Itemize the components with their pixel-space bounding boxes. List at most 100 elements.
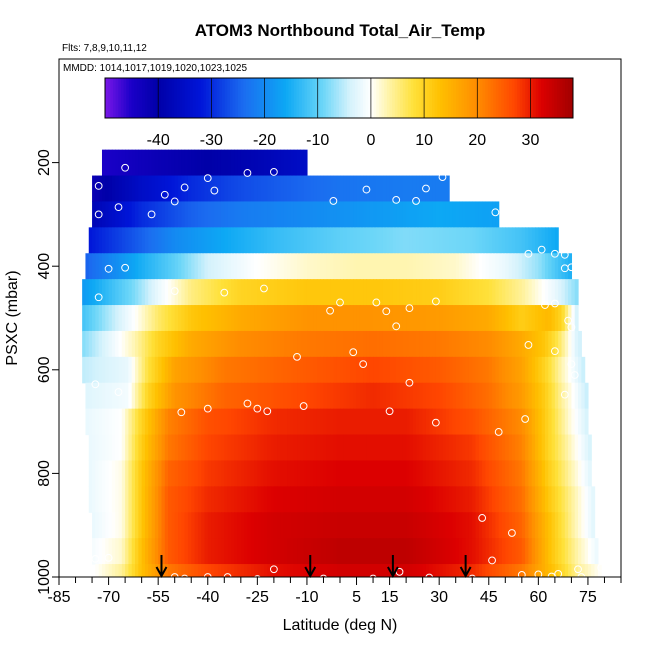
heatmap-cell xyxy=(108,538,113,565)
heatmap-cell xyxy=(267,382,272,410)
heatmap-cell xyxy=(300,253,305,280)
heatmap-cell xyxy=(551,538,556,565)
heatmap-cell xyxy=(445,356,450,384)
heatmap-cell xyxy=(300,330,305,358)
heatmap-cell xyxy=(478,279,483,306)
heatmap-cell xyxy=(492,538,496,565)
heatmap-cell xyxy=(531,408,536,436)
heatmap-cell xyxy=(144,460,149,487)
heatmap-cell xyxy=(237,538,242,565)
heatmap-cell xyxy=(128,512,133,539)
heatmap-cell xyxy=(382,564,387,577)
heatmap-cell xyxy=(125,279,130,306)
heatmap-cell xyxy=(396,382,401,410)
heatmap-cell xyxy=(85,279,90,306)
heatmap-cell xyxy=(263,175,268,203)
heatmap-cell xyxy=(250,279,255,306)
heatmap-cell xyxy=(168,512,172,539)
heatmap-cell xyxy=(468,512,473,539)
observation-point xyxy=(564,316,573,325)
heatmap-cell xyxy=(515,279,520,306)
heatmap-cell xyxy=(184,356,189,384)
heatmap-cell xyxy=(244,149,249,177)
heatmap-cell xyxy=(297,460,301,487)
heatmap-cell xyxy=(250,408,255,436)
heatmap-cell xyxy=(257,434,262,462)
heatmap-cell xyxy=(240,279,245,306)
colorbar-cell xyxy=(397,78,401,118)
colorbar-cell xyxy=(317,78,321,118)
heatmap-cell xyxy=(151,408,156,436)
heatmap-cell xyxy=(138,408,143,436)
heatmap-cell xyxy=(131,253,136,280)
heatmap-cell xyxy=(151,486,156,513)
heatmap-cell xyxy=(214,227,219,254)
heatmap-cell xyxy=(356,538,361,565)
colorbar-cell xyxy=(365,78,369,118)
heatmap-cell xyxy=(482,564,487,577)
heatmap-cell xyxy=(260,408,265,436)
heatmap-cell xyxy=(260,305,265,332)
heatmap-cell xyxy=(442,175,447,203)
heatmap-cell xyxy=(316,356,321,384)
heatmap-cell xyxy=(587,512,592,539)
heatmap-cell xyxy=(98,564,103,577)
heatmap-cell xyxy=(402,486,407,513)
colorbar-cell xyxy=(184,78,188,118)
heatmap-cell xyxy=(544,486,549,513)
heatmap-cell xyxy=(478,305,483,332)
heatmap-cell xyxy=(257,564,262,577)
heatmap-cell xyxy=(548,434,553,462)
heatmap-cell xyxy=(472,512,477,539)
heatmap-cell xyxy=(432,564,437,577)
heatmap-cell xyxy=(168,538,172,565)
colorbar-cell xyxy=(232,78,236,118)
heatmap-cell xyxy=(135,175,139,203)
heatmap-cell xyxy=(98,538,103,565)
heatmap-cell xyxy=(151,149,156,177)
heatmap-cell xyxy=(399,408,404,436)
colorbar-cell xyxy=(416,78,420,118)
heatmap-cell xyxy=(399,279,404,306)
heatmap-cell xyxy=(528,486,533,513)
heatmap-cell xyxy=(597,564,602,577)
colorbar-cell xyxy=(471,78,476,118)
heatmap-cell xyxy=(396,175,401,203)
heatmap-cell xyxy=(459,201,463,228)
heatmap-cell xyxy=(422,227,427,254)
colorbar-cell xyxy=(222,78,226,118)
heatmap-cell xyxy=(297,279,301,306)
heatmap-cell xyxy=(419,279,424,306)
heatmap-cell xyxy=(389,356,394,384)
heatmap-cell xyxy=(508,538,513,565)
heatmap-cell xyxy=(554,253,559,280)
heatmap-cell xyxy=(538,253,543,280)
heatmap-cell xyxy=(373,382,377,410)
heatmap-cell xyxy=(115,279,120,306)
heatmap-cell xyxy=(164,149,169,177)
heatmap-cell xyxy=(439,486,444,513)
colorbar-cell xyxy=(216,78,220,118)
heatmap-cell xyxy=(184,330,189,358)
heatmap-cell xyxy=(525,227,530,254)
heatmap-cell xyxy=(386,227,391,254)
heatmap-cell xyxy=(581,460,586,487)
heatmap-cell xyxy=(429,434,434,462)
heatmap-cell xyxy=(399,486,404,513)
heatmap-cell xyxy=(336,305,341,332)
heatmap-cell xyxy=(313,538,318,565)
heatmap-cell xyxy=(293,175,298,203)
heatmap-cell xyxy=(442,512,447,539)
heatmap-cell xyxy=(541,305,546,332)
heatmap-cell xyxy=(455,564,460,577)
heatmap-cell xyxy=(164,512,169,539)
heatmap-cell xyxy=(287,201,292,228)
heatmap-cell xyxy=(554,408,559,436)
heatmap-cell xyxy=(184,305,189,332)
heatmap-cell xyxy=(174,279,179,306)
heatmap-cell xyxy=(234,201,239,228)
heatmap-cell xyxy=(571,356,576,384)
heatmap-cell xyxy=(297,330,301,358)
heatmap-cell xyxy=(591,486,596,513)
heatmap-cell xyxy=(402,227,407,254)
